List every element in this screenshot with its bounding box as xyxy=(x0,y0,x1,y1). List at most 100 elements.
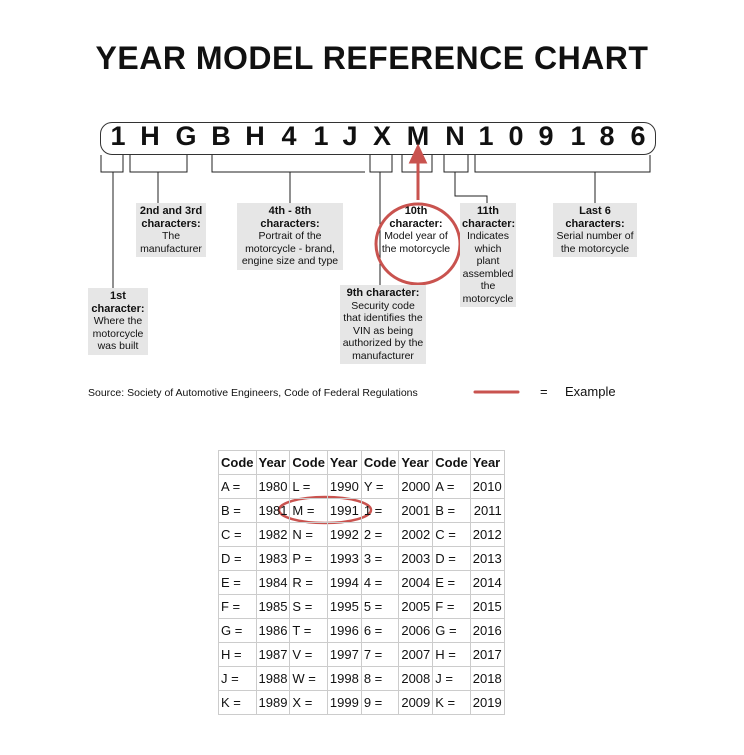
code-cell: P = xyxy=(289,546,328,571)
code-cell: 8 = xyxy=(360,666,400,691)
label-11th: 11th character: Indicates which plant ass… xyxy=(460,203,516,307)
column-header: Year xyxy=(255,450,291,475)
year-cell: 1986 xyxy=(255,618,291,643)
column-header: Year xyxy=(469,450,505,475)
code-cell: H = xyxy=(432,642,471,667)
code-cell: D = xyxy=(432,546,471,571)
vin-character: 8 xyxy=(599,121,615,151)
code-cell: T = xyxy=(289,618,328,643)
code-cell: J = xyxy=(432,666,471,691)
table-row: D = 1983 P = 1993 3 = 2003 D = 2013 xyxy=(218,546,505,571)
year-cell: 1984 xyxy=(255,570,291,595)
year-cell: 2019 xyxy=(469,690,505,715)
code-cell: E = xyxy=(218,570,257,595)
code-cell: S = xyxy=(289,594,328,619)
code-cell: C = xyxy=(432,522,471,547)
code-cell: R = xyxy=(289,570,328,595)
bracket-4th-8th xyxy=(211,155,365,173)
code-cell: B = xyxy=(218,498,257,523)
table-row: E = 1984 R = 1994 4 = 2004 E = 2014 xyxy=(218,570,505,595)
label-heading: 9th character: xyxy=(346,287,420,299)
year-cell: 2009 xyxy=(398,690,434,715)
year-cell: 2003 xyxy=(398,546,434,571)
code-cell: 1 = xyxy=(360,498,400,523)
year-cell: 2002 xyxy=(398,522,434,547)
code-cell: C = xyxy=(218,522,257,547)
label-description: Where the motorcycle was built xyxy=(92,315,144,352)
year-cell: 1995 xyxy=(326,594,362,619)
bracket-last-6 xyxy=(474,155,651,173)
code-cell: K = xyxy=(432,690,471,715)
vin-character: J xyxy=(342,121,358,151)
code-cell: 2 = xyxy=(360,522,400,547)
year-cell: 2001 xyxy=(398,498,434,523)
code-cell: B = xyxy=(432,498,471,523)
vin-character: X xyxy=(372,121,392,151)
table-header-row: Code Year Code Year Code Year Code Year xyxy=(218,450,505,475)
vin-character: H xyxy=(245,121,265,151)
label-9th: 9th character: Security code that identif… xyxy=(340,285,426,364)
year-code-table: Code Year Code Year Code Year Code Year A = 1980… xyxy=(218,450,505,715)
code-cell: N = xyxy=(289,522,328,547)
year-cell: 1989 xyxy=(255,690,291,715)
code-cell: 7 = xyxy=(360,642,400,667)
code-cell: 6 = xyxy=(360,618,400,643)
year-cell: 2006 xyxy=(398,618,434,643)
table-row: J = 1988 W = 1998 8 = 2008 J = 2018 xyxy=(218,666,505,691)
year-cell: 1985 xyxy=(255,594,291,619)
year-cell: 1990 xyxy=(326,474,362,499)
year-cell: 1983 xyxy=(255,546,291,571)
code-cell: D = xyxy=(218,546,257,571)
year-cell: 2010 xyxy=(469,474,505,499)
label-description: The manufacturer xyxy=(140,230,202,255)
year-cell: 1998 xyxy=(326,666,362,691)
code-cell: 5 = xyxy=(360,594,400,619)
code-cell: L = xyxy=(289,474,328,499)
table-row: B = 1981 M = 1991 1 = 2001 B = 2011 xyxy=(218,498,505,523)
year-cell: 1999 xyxy=(326,690,362,715)
year-cell: 2007 xyxy=(398,642,434,667)
year-cell: 1994 xyxy=(326,570,362,595)
vin-character: B xyxy=(211,121,231,151)
legend-example-label: Example xyxy=(565,384,616,399)
code-cell: A = xyxy=(218,474,257,499)
label-description: Portrait of the motorcycle - brand, engi… xyxy=(241,230,339,267)
label-description: Serial number of the motorcycle xyxy=(556,230,634,255)
year-cell: 1996 xyxy=(326,618,362,643)
label-heading: 1st character: xyxy=(91,290,145,315)
year-cell: 1991 xyxy=(326,498,362,523)
vin-character: 6 xyxy=(630,121,646,151)
table-row: G = 1986 T = 1996 6 = 2006 G = 2016 xyxy=(218,618,505,643)
code-cell: A = xyxy=(432,474,471,499)
year-cell: 2005 xyxy=(398,594,434,619)
code-cell: V = xyxy=(289,642,328,667)
table-row: H = 1987 V = 1997 7 = 2007 H = 2017 xyxy=(218,642,505,667)
column-header: Year xyxy=(398,450,434,475)
year-cell: 1982 xyxy=(255,522,291,547)
year-cell: 2008 xyxy=(398,666,434,691)
code-cell: 4 = xyxy=(360,570,400,595)
year-cell: 2015 xyxy=(469,594,505,619)
column-header: Code xyxy=(360,450,400,475)
label-description: Security code that identifies the VIN as… xyxy=(342,299,424,362)
vin-character: N xyxy=(445,121,465,151)
code-cell: 9 = xyxy=(360,690,400,715)
bracket-1st xyxy=(100,155,124,173)
year-cell: 1980 xyxy=(255,474,291,499)
column-header: Code xyxy=(289,450,328,475)
bracket-11th xyxy=(443,155,469,173)
column-header: Code xyxy=(432,450,471,475)
year-cell: 1992 xyxy=(326,522,362,547)
vin-character: 1 xyxy=(478,121,494,151)
year-cell: 1993 xyxy=(326,546,362,571)
year-cell: 2014 xyxy=(469,570,505,595)
code-cell: G = xyxy=(218,618,257,643)
year-cell: 2016 xyxy=(469,618,505,643)
vin-character: H xyxy=(140,121,160,151)
vin-character: 1 xyxy=(570,121,586,151)
table-row: K = 1989 X = 1999 9 = 2009 K = 2019 xyxy=(218,690,505,715)
label-heading: 10th character: xyxy=(389,205,443,230)
code-cell: F = xyxy=(432,594,471,619)
bracket-2nd-3rd xyxy=(129,155,188,173)
